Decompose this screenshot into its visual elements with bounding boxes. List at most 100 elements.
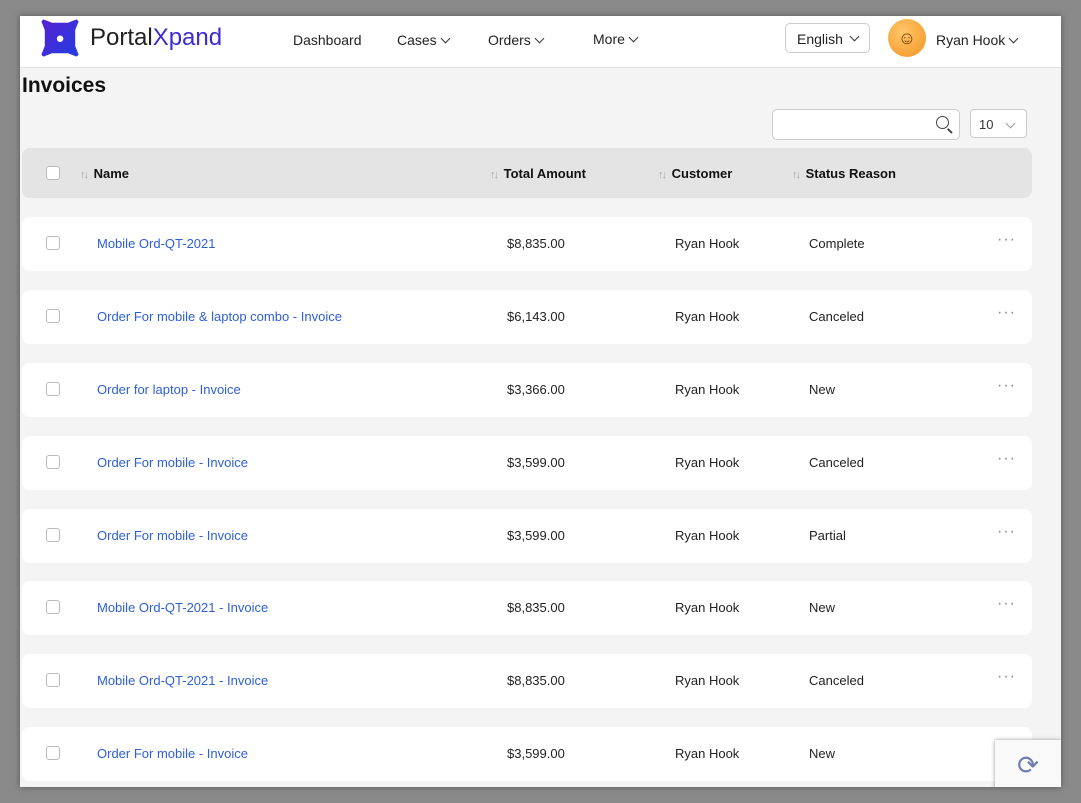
customer: Ryan Hook	[675, 236, 740, 251]
table-row: Order For mobile - Invoice $3,599.00 Rya…	[22, 509, 1032, 563]
more-actions-icon[interactable]: ···	[997, 668, 1016, 685]
table-row: Mobile Ord-QT-2021 - Invoice $8,835.00 R…	[22, 581, 1032, 635]
page-size-value: 10	[979, 117, 994, 132]
page-title: Invoices	[22, 74, 107, 97]
total-amount: $3,599.00	[507, 455, 565, 470]
row-checkbox[interactable]	[46, 309, 60, 323]
total-amount: $6,143.00	[507, 309, 565, 324]
search-input[interactable]	[772, 109, 960, 140]
total-amount: $3,366.00	[507, 382, 565, 397]
customer: Ryan Hook	[675, 528, 740, 543]
page-size-select[interactable]: 10	[970, 109, 1027, 138]
table-row: Mobile Ord-QT-2021 $8,835.00 Ryan Hook C…	[22, 217, 1032, 271]
row-checkbox[interactable]	[46, 600, 60, 614]
row-checkbox[interactable]	[46, 746, 60, 760]
total-amount: $3,599.00	[507, 528, 565, 543]
chevron-down-icon	[628, 32, 639, 43]
table-row: Mobile Ord-QT-2021 - Invoice $8,835.00 R…	[22, 654, 1032, 708]
row-checkbox[interactable]	[46, 382, 60, 396]
chevron-down-icon	[1008, 33, 1019, 44]
user-name: Ryan Hook	[936, 32, 1006, 48]
sort-icon: ↑↓	[658, 169, 667, 181]
invoice-name-link[interactable]: Order For mobile - Invoice	[97, 528, 248, 543]
more-actions-icon[interactable]: ···	[997, 377, 1016, 394]
customer: Ryan Hook	[675, 309, 740, 324]
chevron-down-icon	[534, 33, 545, 44]
invoice-name-link[interactable]: Order For mobile & laptop combo - Invoic…	[97, 309, 342, 324]
column-label: Total Amount	[503, 166, 586, 181]
brand-name-b: Xpand	[152, 24, 223, 51]
status-reason: New	[809, 382, 836, 397]
invoice-name-link[interactable]: Mobile Ord-QT-2021	[97, 236, 216, 251]
table-row: Order For mobile & laptop combo - Invoic…	[22, 290, 1032, 344]
invoice-name-link[interactable]: Order For mobile - Invoice	[97, 455, 248, 470]
sort-icon: ↑↓	[792, 169, 801, 181]
logo[interactable]: ● PortalXpand	[40, 18, 222, 58]
logo-people-icon: ●	[40, 18, 80, 58]
more-actions-icon[interactable]: ···	[997, 595, 1016, 612]
chevron-down-icon	[849, 31, 860, 42]
row-checkbox[interactable]	[46, 528, 60, 542]
language-select[interactable]: English	[785, 23, 870, 53]
invoice-name-link[interactable]: Order For mobile - Invoice	[97, 746, 248, 761]
customer: Ryan Hook	[675, 746, 740, 761]
language-label: English	[797, 31, 843, 47]
total-amount: $8,835.00	[507, 673, 565, 688]
more-actions-icon[interactable]: ···	[997, 231, 1016, 248]
status-reason: Canceled	[809, 309, 864, 324]
nav-dashboard[interactable]: Dashboard	[293, 32, 362, 48]
brand-name-a: Portal	[90, 24, 153, 51]
recaptcha-badge-icon[interactable]: ⟳	[995, 740, 1061, 787]
avatar[interactable]: ☺	[888, 19, 926, 57]
status-reason: New	[809, 746, 836, 761]
user-menu[interactable]: Ryan Hook	[936, 32, 1019, 48]
status-reason: New	[809, 600, 836, 615]
customer: Ryan Hook	[675, 673, 740, 688]
status-reason: Partial	[809, 528, 846, 543]
browser-page: ● PortalXpand Dashboard Cases Orders Mor…	[20, 16, 1061, 787]
top-nav: ● PortalXpand Dashboard Cases Orders Mor…	[20, 16, 1061, 68]
invoice-name-link[interactable]: Mobile Ord-QT-2021 - Invoice	[97, 600, 269, 615]
table-row: Order For mobile - Invoice $3,599.00 Rya…	[22, 727, 1032, 781]
row-checkbox[interactable]	[46, 455, 60, 469]
total-amount: $8,835.00	[507, 236, 565, 251]
total-amount: $3,599.00	[507, 746, 565, 761]
search-icon[interactable]	[936, 116, 949, 129]
chevron-down-icon	[1005, 118, 1016, 129]
status-reason: Canceled	[809, 455, 864, 470]
invoice-name-link[interactable]: Mobile Ord-QT-2021 - Invoice	[97, 673, 269, 688]
more-actions-icon[interactable]: ···	[997, 523, 1016, 540]
column-label: Status Reason	[805, 166, 896, 181]
total-amount: $8,835.00	[507, 600, 565, 615]
table-row: Order for laptop - Invoice $3,366.00 Rya…	[22, 363, 1032, 417]
nav-cases[interactable]: Cases	[397, 32, 451, 48]
sort-icon: ↑↓	[490, 169, 499, 181]
column-status-reason[interactable]: ↑↓ Status Reason	[792, 166, 896, 181]
sort-icon: ↑↓	[80, 169, 89, 181]
column-customer[interactable]: ↑↓ Customer	[658, 166, 732, 181]
status-reason: Canceled	[809, 673, 864, 688]
column-label: Customer	[671, 166, 733, 181]
nav-label: Dashboard	[293, 32, 362, 48]
row-checkbox[interactable]	[46, 673, 60, 687]
customer: Ryan Hook	[675, 382, 740, 397]
status-reason: Complete	[809, 236, 865, 251]
select-all-checkbox[interactable]	[46, 166, 60, 180]
more-actions-icon[interactable]: ···	[997, 450, 1016, 467]
table-row: Order For mobile - Invoice $3,599.00 Rya…	[22, 436, 1032, 490]
nav-more[interactable]: More	[593, 31, 639, 47]
nav-label: More	[593, 31, 625, 47]
customer: Ryan Hook	[675, 455, 740, 470]
invoice-name-link[interactable]: Order for laptop - Invoice	[97, 382, 241, 397]
nav-orders[interactable]: Orders	[488, 32, 545, 48]
chevron-down-icon	[440, 33, 451, 44]
table-header: ↑↓ Name ↑↓ Total Amount ↑↓ Customer ↑↓ S…	[22, 148, 1032, 198]
nav-label: Cases	[397, 32, 437, 48]
column-total-amount[interactable]: ↑↓ Total Amount	[490, 166, 586, 181]
nav-label: Orders	[488, 32, 531, 48]
more-actions-icon[interactable]: ···	[997, 304, 1016, 321]
column-label: Name	[93, 166, 130, 181]
row-checkbox[interactable]	[46, 236, 60, 250]
customer: Ryan Hook	[675, 600, 740, 615]
column-name[interactable]: ↑↓ Name	[80, 166, 129, 181]
